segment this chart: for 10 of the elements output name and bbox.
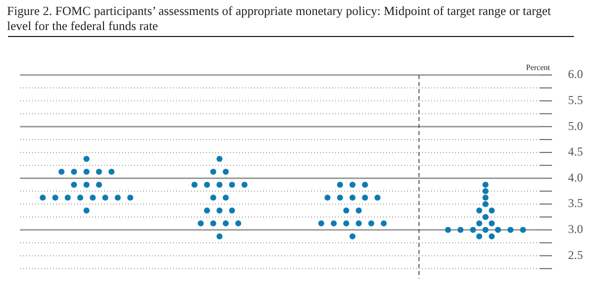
- y-tick-label: 5.0: [568, 118, 583, 133]
- y-tick-label: 3.5: [568, 196, 583, 210]
- chart-title: Figure 2. FOMC participants’ assessments of appropriate monetary policy: Midpoint of target range or target level for the federal funds rate: [7, 4, 552, 34]
- y-tick-label: 2.5: [568, 248, 583, 262]
- y-tick-label: 3.0: [568, 222, 583, 236]
- y-tick-label: 4.5: [568, 144, 583, 159]
- y-tick-label: 5.5: [568, 92, 583, 107]
- y-axis-title: Percent: [526, 63, 551, 72]
- y-tick-label: 6.0: [568, 67, 583, 82]
- y-tick-label: 4.0: [568, 170, 583, 184]
